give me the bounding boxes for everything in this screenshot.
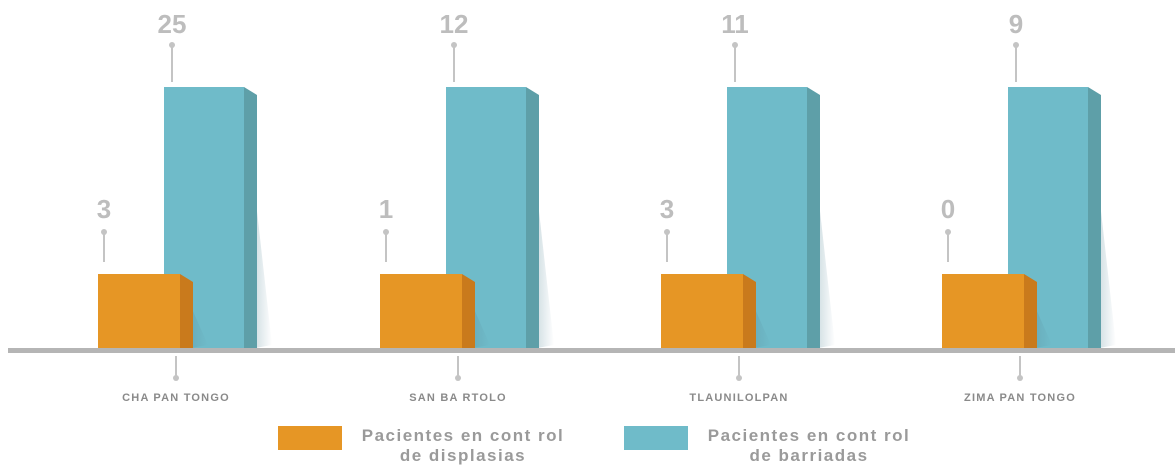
- bar-side: [462, 274, 475, 350]
- data-label-barriadas-san-bartolo: 12: [440, 9, 469, 39]
- category-label-san-bartolo: SAN BA RTOLO: [409, 392, 507, 404]
- data-label-barriadas-tlaunilolpan: 11: [721, 9, 749, 39]
- bar-displasias-zimapantongo: [942, 274, 1052, 350]
- value-leader-barriadas-tlaunilolpan: [732, 42, 738, 82]
- data-label-displasias-zimapantongo: 0: [941, 194, 955, 224]
- baseline: [8, 348, 1175, 353]
- value-leader-displasias-chapantongo: [101, 229, 107, 262]
- bar-side: [244, 87, 257, 350]
- data-label-barriadas-chapantongo: 25: [158, 9, 187, 39]
- bar-displasias-san-bartolo: [380, 274, 490, 350]
- category-tick-tlaunilolpan: [736, 356, 742, 381]
- legend-swatch-displasias: [278, 426, 342, 450]
- bar-side: [1088, 87, 1101, 350]
- category-label-zimapantongo: ZIMA PAN TONGO: [964, 392, 1076, 404]
- bar-side: [526, 87, 539, 350]
- value-leader-displasias-tlaunilolpan: [664, 229, 670, 262]
- bar-face: [98, 274, 180, 350]
- value-leader-displasias-zimapantongo: [945, 229, 951, 262]
- bar-side: [743, 274, 756, 350]
- category-tick-zimapantongo: [1017, 356, 1023, 381]
- category-label-chapantongo: CHA PAN TONGO: [122, 392, 230, 404]
- bar-side: [1024, 274, 1037, 350]
- data-label-displasias-chapantongo: 3: [97, 194, 111, 224]
- bar-side: [180, 274, 193, 350]
- bar-barriadas-san-bartolo: [446, 87, 554, 350]
- bar-displasias-chapantongo: [98, 274, 208, 350]
- bar-face: [661, 274, 743, 350]
- value-leader-barriadas-zimapantongo: [1013, 42, 1019, 82]
- data-label-barriadas-zimapantongo: 9: [1009, 9, 1023, 39]
- bar-displasias-tlaunilolpan: [661, 274, 771, 350]
- legend-label-displasias-line1: Pacientes en cont rol: [361, 426, 565, 445]
- category-tick-san-bartolo: [455, 356, 461, 381]
- value-leader-displasias-san-bartolo: [383, 229, 389, 262]
- value-leader-barriadas-chapantongo: [169, 42, 175, 82]
- legend-label-barriadas-line1: Pacientes en cont rol: [707, 426, 911, 445]
- value-leader-barriadas-san-bartolo: [451, 42, 457, 82]
- category-label-tlaunilolpan: TLAUNILOLPAN: [689, 392, 788, 404]
- legend-item-barriadas: Pacientes en cont rol de barriadas: [624, 426, 924, 466]
- data-label-displasias-san-bartolo: 1: [379, 194, 393, 224]
- legend-label-barriadas-line2: de barriadas: [749, 446, 869, 465]
- legend-swatch-barriadas: [624, 426, 688, 450]
- category-tick-chapantongo: [173, 356, 179, 381]
- data-label-displasias-tlaunilolpan: 3: [660, 194, 674, 224]
- bar-face: [380, 274, 462, 350]
- legend-item-displasias: Pacientes en cont rol de displasias: [278, 426, 578, 466]
- bar-side: [807, 87, 820, 350]
- bar-face: [942, 274, 1024, 350]
- legend-label-displasias-line2: de displasias: [399, 446, 527, 465]
